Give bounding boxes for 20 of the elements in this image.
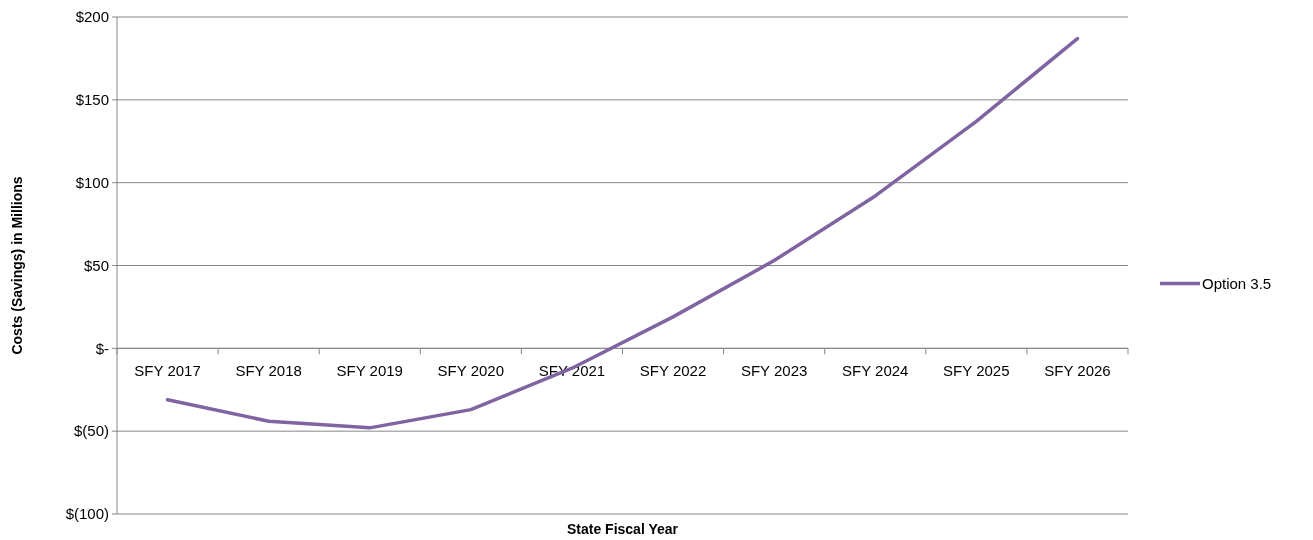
y-tick-label: $100 [75,173,109,191]
y-tick-label: $150 [75,91,109,109]
x-tick-label: SFY 2019 [336,362,403,380]
y-tick-label: $- [95,339,109,357]
x-tick-label: SFY 2018 [235,362,302,380]
y-axis-title: Costs (Savings) in Millions [9,176,25,355]
x-tick-label: SFY 2017 [134,362,201,380]
x-tick-label: SFY 2022 [639,362,707,380]
y-tick-label: $200 [75,8,109,26]
legend-label: Option 3.5 [1202,274,1272,292]
y-tick-label: $(100) [65,505,109,523]
x-tick-label: SFY 2024 [842,362,909,380]
x-tick-label: SFY 2020 [437,362,505,380]
x-tick-label: SFY 2023 [740,362,808,380]
x-tick-label: SFY 2025 [943,362,1010,380]
line-series [165,36,1080,430]
x-axis-title: State Fiscal Year [566,521,679,537]
x-tick-label: SFY 2026 [1044,362,1111,380]
y-tick-label: $(50) [73,422,109,440]
y-tick-label: $50 [83,256,109,274]
